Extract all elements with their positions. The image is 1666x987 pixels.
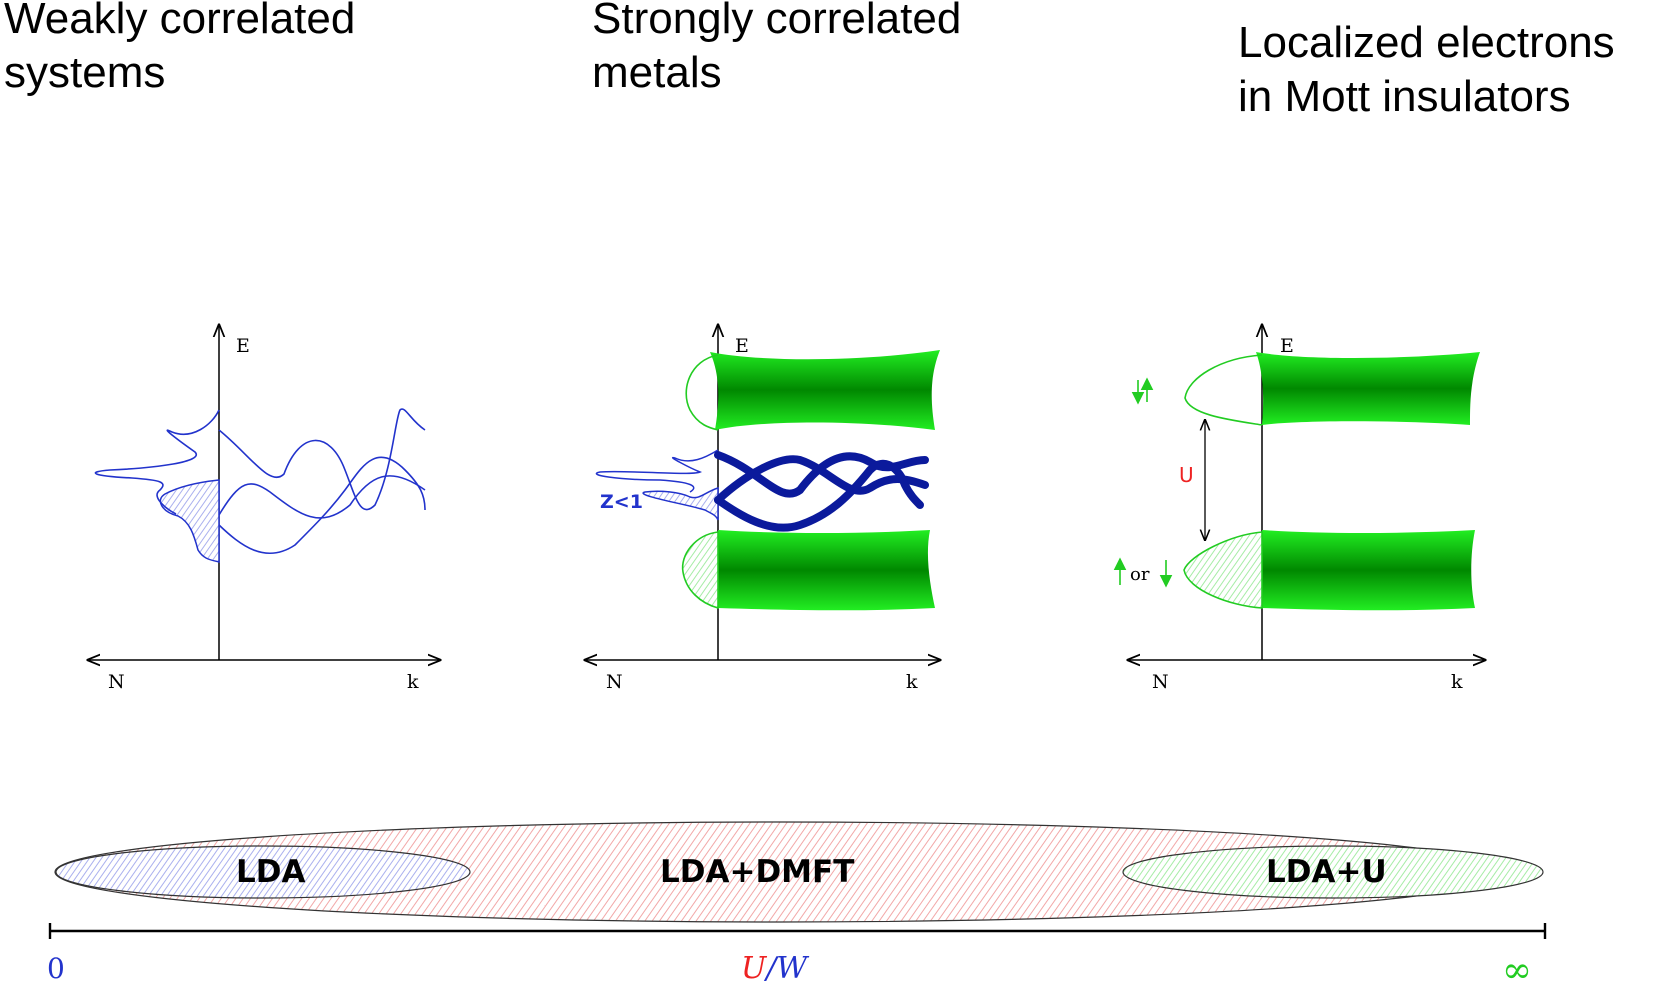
scale-start-label: 0 <box>47 952 65 985</box>
w-symbol: W <box>776 951 809 986</box>
energy-axis-label: E <box>236 335 250 357</box>
slash-symbol: / <box>763 951 779 986</box>
dos-filled <box>159 479 220 563</box>
lower-hubbard-dos <box>1183 531 1263 609</box>
upper-hubbard-band <box>710 350 940 430</box>
lda-u-label: LDA+U <box>1266 854 1387 890</box>
spin-or-label: or <box>1130 564 1150 585</box>
heading-line: systems <box>4 48 166 97</box>
panel-weakly-correlated: E N k <box>88 325 440 693</box>
heading-strongly-correlated: Strongly correlated metals <box>592 0 961 100</box>
renormalized-band-3 <box>714 459 924 532</box>
heading-line: in Mott insulators <box>1238 72 1571 121</box>
lda-region <box>55 845 471 899</box>
lda-dmft-label: LDA+DMFT <box>660 854 854 890</box>
u-symbol: U <box>741 951 768 986</box>
dos-curve <box>94 409 220 515</box>
heading-line: Weakly correlated <box>4 0 356 43</box>
quasiparticle-filled <box>642 486 719 521</box>
dos-axis-label: N <box>606 671 623 693</box>
panel-strongly-correlated: E N k Z<1 <box>585 325 940 693</box>
scale-ratio-label: U/W <box>741 951 809 986</box>
lower-hubbard-band <box>718 530 935 611</box>
momentum-axis-label: k <box>1451 671 1463 693</box>
heading-weakly-correlated: Weakly correlated systems <box>4 0 355 100</box>
hubbard-u-label: U <box>1179 463 1194 487</box>
lower-hubbard-band <box>1262 530 1475 611</box>
quasiparticle-weight-label: Z<1 <box>600 491 643 513</box>
panel-mott-insulator: E N k U or <box>1113 325 1485 693</box>
upper-hubbard-dos <box>685 354 719 431</box>
band-curve-1 <box>218 408 426 511</box>
heading-line: metals <box>592 48 722 97</box>
upper-hubbard-dos <box>1184 354 1263 426</box>
heading-line: Localized electrons <box>1238 18 1615 67</box>
momentum-axis-label: k <box>906 671 918 693</box>
band-curve-3 <box>218 456 426 555</box>
heading-line: Strongly correlated <box>592 0 962 43</box>
momentum-axis-label: k <box>407 671 419 693</box>
heading-mott-insulators: Localized electrons in Mott insulators <box>1238 16 1615 124</box>
lda-u-region <box>1122 845 1544 899</box>
dos-axis-label: N <box>108 671 125 693</box>
energy-axis-label: E <box>1280 335 1294 357</box>
energy-axis-label: E <box>735 335 749 357</box>
quasiparticle-curve <box>595 449 719 493</box>
band-curve-2 <box>218 475 426 519</box>
interaction-scale: 0 U/W ∞ <box>47 923 1547 987</box>
dos-axis-label: N <box>1152 671 1169 693</box>
scale-end-label: ∞ <box>1502 950 1532 987</box>
lda-label: LDA <box>236 854 305 890</box>
lower-hubbard-dos <box>681 531 719 610</box>
method-ranges: LDA LDA+DMFT LDA+U <box>54 821 1544 923</box>
renormalized-band-2 <box>714 455 929 504</box>
upper-hubbard-band <box>1256 352 1480 425</box>
